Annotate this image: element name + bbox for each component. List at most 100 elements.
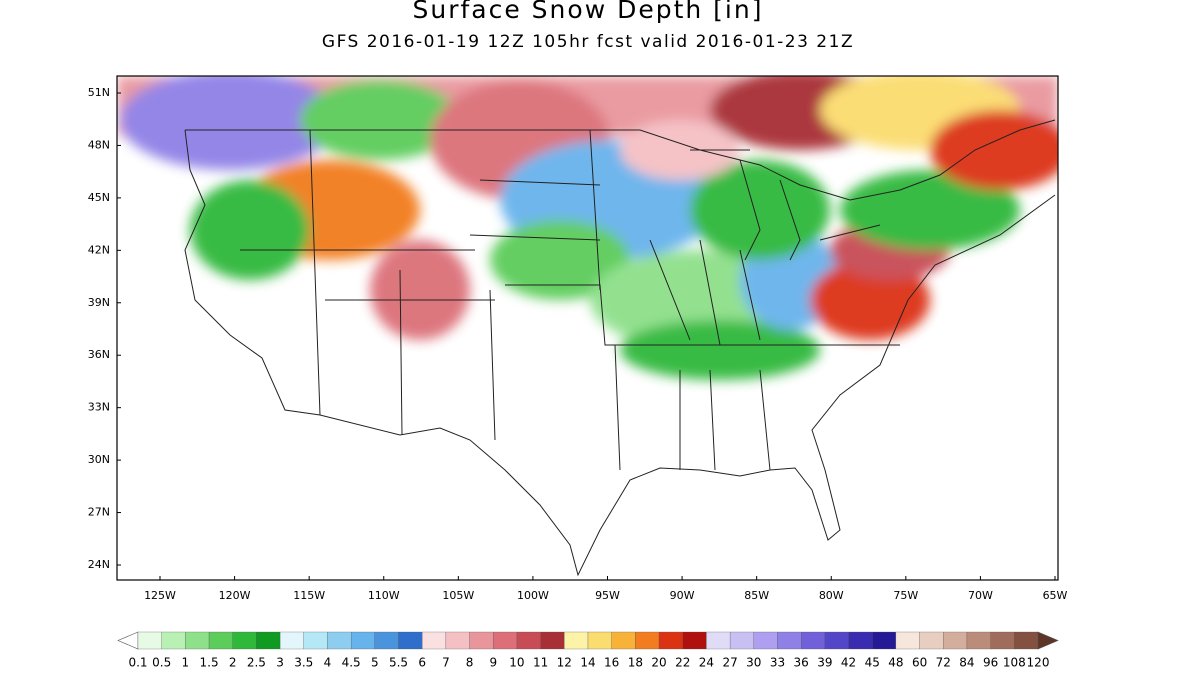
colorbar-box	[137, 631, 162, 650]
colorbar-label: 1	[182, 656, 190, 670]
colorbar-label: 48	[888, 656, 903, 670]
colorbar-extend-high	[1037, 631, 1059, 650]
lon-label: 80W	[819, 589, 844, 602]
colorbar-box	[635, 631, 660, 650]
lon-label: 95W	[595, 589, 620, 602]
lon-label: 75W	[893, 589, 918, 602]
colorbar-box	[872, 631, 897, 650]
colorbar-box	[564, 631, 589, 650]
lon-label: 115W	[293, 589, 325, 602]
colorbar-box	[777, 631, 802, 650]
colorbar-label: 6	[418, 656, 426, 670]
colorbar-box	[587, 631, 612, 650]
colorbar-box	[611, 631, 636, 650]
lat-label: 33N	[88, 401, 110, 414]
colorbar-box	[374, 631, 399, 650]
lon-label: 125W	[144, 589, 176, 602]
colorbar-box	[161, 631, 186, 650]
colorbar-label: 42	[841, 656, 856, 670]
lat-label: 45N	[88, 191, 110, 204]
colorbar: 0.1 0.5 1 1.5 2 2.5 3 3.5 4 4.5 5 5.5 6 7 8 9 10 11 12 14 16…	[117, 631, 1059, 670]
colorbar-label: 4.5	[342, 656, 361, 670]
colorbar-box	[943, 631, 968, 650]
colorbar-box	[919, 631, 944, 650]
lat-label: 30N	[88, 453, 110, 466]
colorbar-box	[422, 631, 447, 650]
colorbar-label: 11	[533, 656, 548, 670]
colorbar-box	[848, 631, 873, 650]
lon-label: 65W	[1043, 589, 1068, 602]
colorbar-label: 39	[817, 656, 832, 670]
colorbar-box	[469, 631, 494, 650]
longitude-labels: 125W 120W 115W 110W 105W 100W 95W 90W 85W 80W 75W 7…	[144, 576, 1068, 602]
colorbar-box	[682, 631, 707, 650]
lon-label: 100W	[517, 589, 549, 602]
lat-label: 27N	[88, 506, 110, 519]
colorbar-label: 96	[983, 656, 998, 670]
colorbar-label: 24	[699, 656, 714, 670]
colorbar-label: 120	[1027, 656, 1050, 670]
colorbar-label: 18	[628, 656, 643, 670]
lon-label: 90W	[670, 589, 695, 602]
colorbar-label: 3	[276, 656, 284, 670]
colorbar-label: 7	[442, 656, 450, 670]
lat-label: 39N	[88, 296, 110, 309]
latitude-labels: 51N 48N 45N 42N 39N 36N 33N 30N 27N 24N	[88, 86, 121, 571]
colorbar-box	[824, 631, 849, 650]
colorbar-label: 12	[557, 656, 572, 670]
colorbar-box	[256, 631, 281, 650]
colorbar-box	[1014, 631, 1039, 650]
colorbar-label: 60	[912, 656, 927, 670]
lat-label: 42N	[88, 243, 110, 256]
colorbar-box	[445, 631, 470, 650]
colorbar-label: 2.5	[247, 656, 266, 670]
colorbar-label: 3.5	[294, 656, 313, 670]
colorbar-label: 108	[1003, 656, 1026, 670]
colorbar-box	[279, 631, 304, 650]
colorbar-label: 36	[794, 656, 809, 670]
colorbar-box	[706, 631, 731, 650]
colorbar-label: 2	[229, 656, 237, 670]
colorbar-box	[658, 631, 683, 650]
colorbar-label: 84	[959, 656, 974, 670]
lat-label: 24N	[88, 558, 110, 571]
colorbar-label: 0.1	[128, 656, 147, 670]
colorbar-box	[895, 631, 920, 650]
colorbar-box	[801, 631, 825, 650]
colorbar-label: 72	[936, 656, 951, 670]
lon-label: 70W	[968, 589, 993, 602]
colorbar-box	[540, 631, 565, 650]
colorbar-extend-low	[117, 631, 139, 650]
colorbar-box	[493, 631, 518, 650]
colorbar-label: 5.5	[389, 656, 408, 670]
map-outlines	[116, 75, 1059, 581]
map-subtitle: GFS 2016-01-19 12Z 105hr fcst valid 2016…	[322, 32, 854, 52]
colorbar-box	[185, 631, 210, 650]
lon-label: 110W	[368, 589, 400, 602]
colorbar-label: 8	[466, 656, 474, 670]
colorbar-label: 30	[746, 656, 761, 670]
lat-label: 51N	[88, 86, 110, 99]
colorbar-label: 33	[770, 656, 785, 670]
lat-label: 36N	[88, 348, 110, 361]
colorbar-box	[516, 631, 541, 650]
colorbar-box	[398, 631, 423, 650]
colorbar-box	[208, 631, 233, 650]
colorbar-label: 0.5	[152, 656, 171, 670]
colorbar-label: 9	[489, 656, 497, 670]
lon-label: 120W	[219, 589, 251, 602]
lon-label: 85W	[744, 589, 769, 602]
colorbar-box	[729, 631, 754, 650]
colorbar-label: 20	[651, 656, 666, 670]
colorbar-label: 14	[580, 656, 595, 670]
colorbar-label: 5	[371, 656, 379, 670]
lat-label: 48N	[88, 138, 110, 151]
colorbar-label: 4	[324, 656, 332, 670]
colorbar-box	[351, 631, 375, 650]
colorbar-box	[990, 631, 1015, 650]
colorbar-label: 27	[722, 656, 737, 670]
colorbar-box	[303, 631, 328, 650]
colorbar-box	[232, 631, 257, 650]
colorbar-label: 45	[865, 656, 880, 670]
colorbar-label: 16	[604, 656, 619, 670]
